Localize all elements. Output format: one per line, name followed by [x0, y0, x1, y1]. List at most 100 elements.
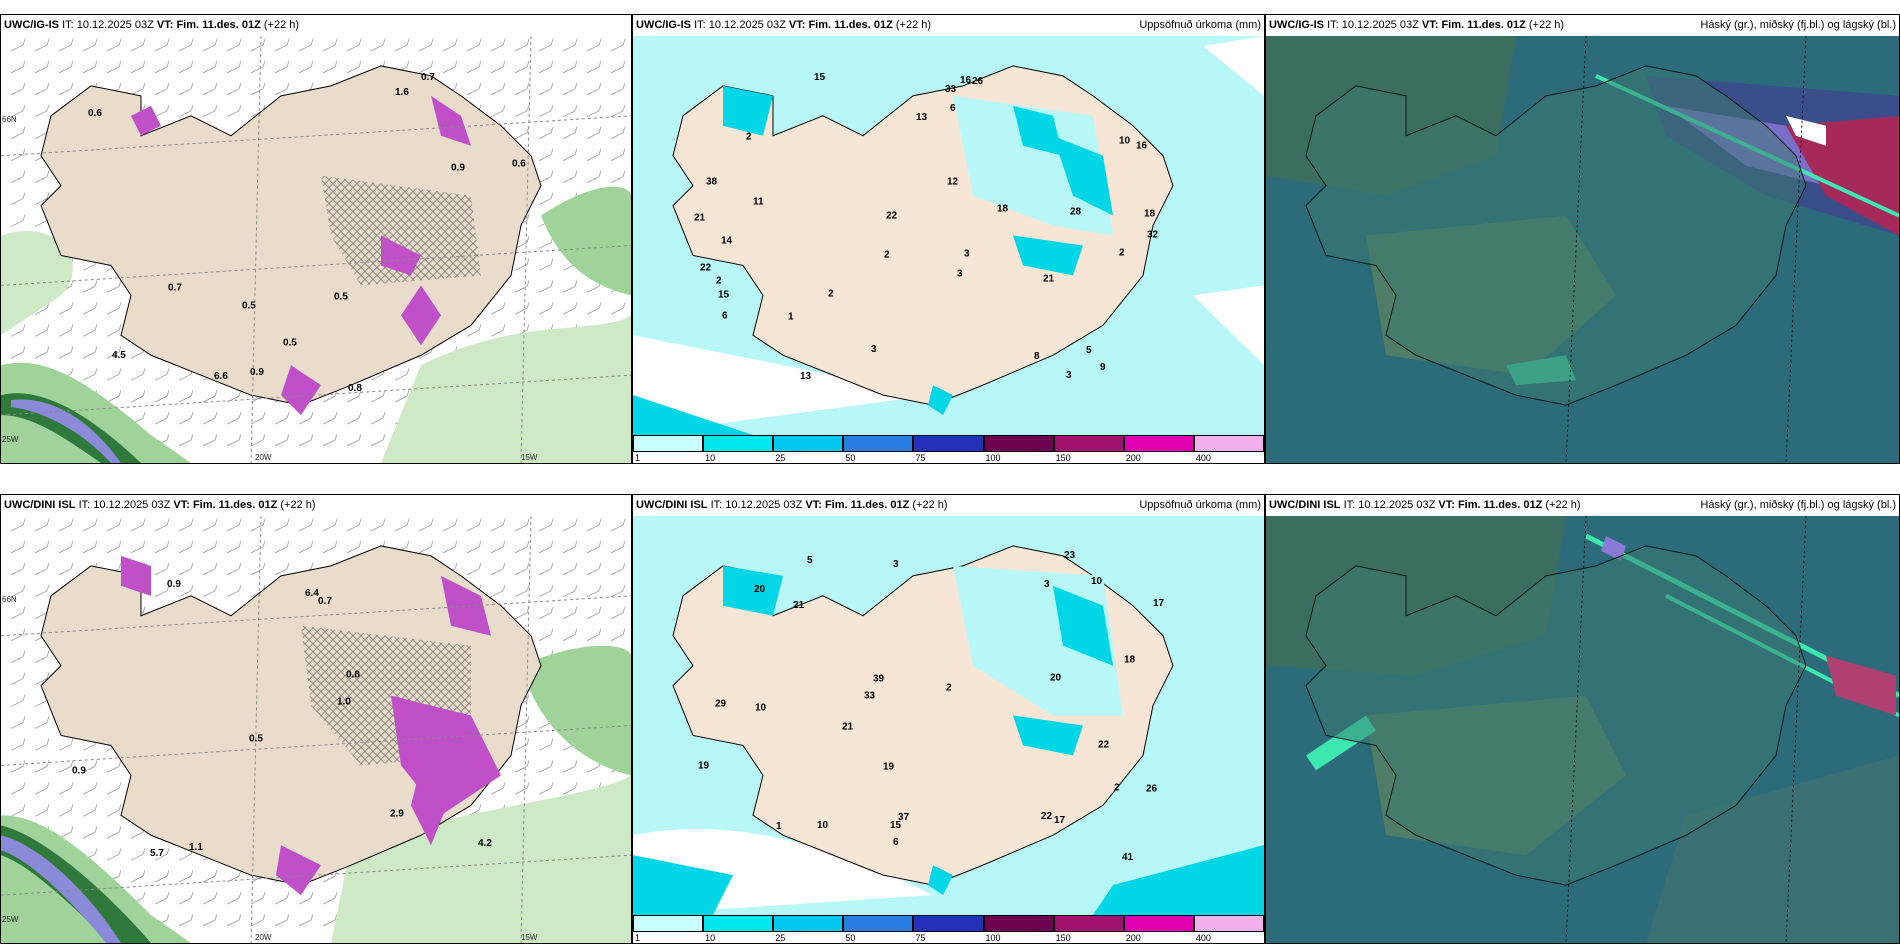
precip-value: 15 [814, 72, 826, 83]
wind-barb [562, 148, 578, 162]
map-area[interactable] [1266, 516, 1899, 943]
colorbar-label: 10 [705, 453, 716, 463]
wind-barb [178, 584, 194, 598]
wind-barb [466, 60, 482, 74]
lon15-label: 15W [521, 453, 538, 462]
model-name: UWC/IG-IS [4, 19, 59, 31]
wind-barb [322, 411, 338, 425]
wind-barb [418, 540, 434, 554]
wind-barb [514, 60, 530, 74]
wind-barb [82, 760, 98, 773]
wind-barb [106, 540, 122, 554]
wind-barb [10, 192, 26, 205]
lon25-label: 25W [2, 435, 19, 444]
wind-barb [322, 518, 338, 532]
wind-barb [34, 782, 50, 795]
precip-value: 18 [1144, 209, 1156, 220]
wind-barb [10, 540, 26, 554]
wind-barb [34, 760, 50, 773]
snow-value: 1.0 [337, 697, 351, 708]
wind-barb [370, 38, 386, 52]
precip-value: 39 [873, 674, 885, 685]
lon20-label: 20W [255, 933, 272, 942]
wind-barb [586, 82, 602, 96]
wind-barb [154, 848, 170, 861]
wind-barb [610, 302, 626, 315]
map-area[interactable]: 3 2 2 2 3 22 32 6 3 21 12 11 18 16 21 16 13 33 38 26 14 6 15 10… [633, 36, 1264, 435]
wind-barb [298, 411, 314, 425]
wind-barb [274, 411, 290, 425]
wind-barb [250, 82, 266, 96]
colorbar: 1 10 25 50 75 100 150 200 400 [633, 435, 1264, 463]
colorbar-swatch [913, 915, 984, 932]
wind-barb [58, 518, 74, 532]
map-area[interactable]: 0.6 6.6 0.7 4.5 0.5 0.6 0.5 0.5 0.7 1.6 0.9 0.8 0.9 [1, 36, 631, 463]
init-time: 10.12.2025 03Z [1358, 499, 1436, 511]
map-area[interactable] [1266, 36, 1899, 463]
snow-value: 0.9 [72, 765, 86, 776]
wind-barb [346, 411, 362, 425]
wind-barb [538, 760, 554, 773]
wind-barb [58, 302, 74, 315]
wind-barb [82, 346, 98, 359]
wind-barb [34, 60, 50, 74]
map-area[interactable]: 6 3 3 33 37 15 10 17 22 21 20 19 23 22 39 41 29 20 18 19 17 1… [633, 516, 1264, 915]
map-area[interactable]: 0.5 5.7 6.4 2.9 0.9 4.2 0.7 1.0 0.9 1.1 0.8 [1, 516, 631, 943]
precip-value: 6 [722, 310, 728, 321]
wind-barb [514, 236, 530, 249]
wind-barb [82, 518, 98, 532]
wind-barb [226, 411, 242, 425]
wind-barb [154, 540, 170, 554]
colorbar-label: 100 [985, 933, 1001, 943]
wind-barb [250, 891, 266, 905]
wind-barb [514, 760, 530, 773]
wind-barb [10, 148, 26, 162]
vt-label: VT: [173, 499, 190, 511]
precip-value: 6 [950, 103, 956, 114]
wind-barb [610, 148, 626, 162]
wind-barb [538, 148, 554, 162]
wind-barb [106, 760, 122, 773]
wind-barb [562, 280, 578, 293]
wind-barb [538, 518, 554, 532]
wind-barb [490, 38, 506, 52]
precip-value: 3 [957, 268, 963, 279]
wind-barb [418, 60, 434, 74]
precip-value: 5 [807, 555, 813, 566]
cloud-map-bottom: UWC/DINI ISL IT: 10.12.2025 03Z VT: Fim.… [1265, 494, 1900, 944]
precip-value: 12 [947, 177, 959, 188]
precip-value: 21 [793, 600, 805, 611]
wind-barb [562, 584, 578, 598]
valid-time: Fim. 11.des. 01Z [1457, 499, 1543, 511]
it-label: IT: [1343, 499, 1356, 511]
model-name: UWC/DINI ISL [1269, 499, 1341, 511]
lead-time: (+22 h) [895, 19, 932, 31]
init-time: 10.12.2025 03Z [76, 19, 154, 31]
precip-value: 23 [1064, 550, 1076, 561]
wind-barb [202, 913, 218, 927]
snow-value: 0.9 [167, 579, 181, 590]
wind-barb [370, 433, 386, 447]
wind-barb [178, 104, 194, 118]
model-name: UWC/IG-IS [636, 19, 691, 31]
wind-barb [82, 324, 98, 337]
colorbar-label: 50 [845, 933, 856, 943]
wind-barb [562, 170, 578, 184]
wind-barb [202, 390, 218, 403]
precip-value: 22 [886, 211, 898, 222]
colorbar-label: 25 [775, 453, 786, 463]
wind-barb [106, 346, 122, 359]
wind-barb [562, 540, 578, 554]
wind-barb [154, 411, 170, 425]
wind-barb [346, 518, 362, 532]
wind-snow-map-bottom: UWC/DINI ISL IT: 10.12.2025 03Z VT: Fim.… [0, 494, 632, 944]
wind-barb [106, 38, 122, 52]
wind-barb [394, 390, 410, 403]
wind-barb [34, 170, 50, 184]
wind-barb [562, 82, 578, 96]
wind-barb [106, 302, 122, 315]
wind-barb [58, 60, 74, 74]
wind-barb [34, 518, 50, 532]
wind-barb [514, 606, 530, 620]
wind-barb [34, 562, 50, 576]
